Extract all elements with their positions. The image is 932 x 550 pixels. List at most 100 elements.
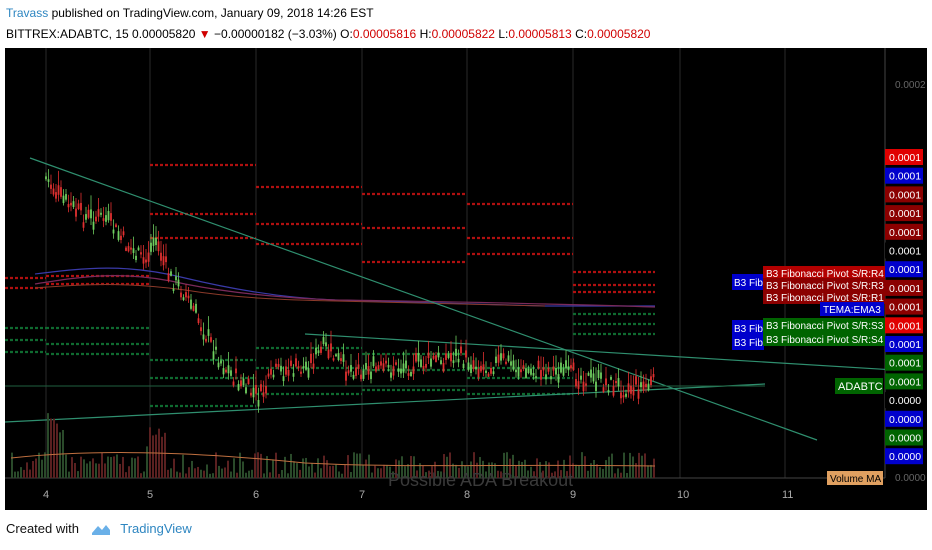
candle-body: [332, 358, 335, 361]
candle-body: [612, 386, 615, 396]
indicator-label: [763, 266, 885, 280]
volume-bar: [86, 463, 88, 478]
candle-body: [425, 363, 427, 368]
candle-body: [115, 224, 117, 228]
candle-body: [132, 248, 135, 253]
tradingview-brand-link[interactable]: TradingView: [120, 521, 192, 536]
candle-body: [630, 385, 632, 394]
candle-body: [217, 362, 220, 368]
volume-bar: [125, 472, 127, 478]
candle-body: [80, 202, 82, 211]
candle-body: [390, 372, 392, 378]
price-chart[interactable]: Possible ADA Breakout 0.0002 0.0000 0.00…: [4, 48, 927, 510]
volume-bar: [197, 466, 199, 478]
volume-bars: [10, 413, 656, 478]
trend-lines: [4, 157, 896, 441]
candle-body: [120, 235, 122, 241]
candle-body: [447, 354, 450, 358]
price-label-text: 0.0001: [889, 152, 921, 164]
blue-tag-text-1: B3 Fib: [734, 278, 763, 289]
candle-body: [530, 368, 532, 375]
candle-body: [320, 346, 322, 353]
volume-bar: [407, 464, 409, 478]
candle-body: [57, 185, 60, 195]
candle-body: [512, 360, 515, 370]
indicator-label: [763, 290, 885, 304]
candle-body: [350, 365, 352, 372]
price-axis[interactable]: 0.0002 0.0000 0.0001 0.0001 0.0001 0.0001 0.…: [885, 80, 926, 484]
price-label: [885, 186, 923, 203]
candle-body: [177, 279, 180, 287]
volume-bar: [17, 471, 19, 478]
volume-bar: [107, 456, 109, 478]
volume-bar: [251, 469, 253, 478]
volume-bar: [641, 455, 643, 478]
volume-bar: [446, 456, 448, 478]
candle-body: [122, 231, 125, 236]
candle-body: [317, 350, 320, 354]
volume-bar: [131, 457, 133, 478]
volume-bar: [359, 453, 361, 478]
candle-body: [157, 241, 160, 252]
candle-body: [422, 365, 425, 369]
candle-body: [495, 356, 497, 363]
volume-bar: [542, 470, 544, 478]
candle-body: [242, 378, 245, 386]
candle-body: [427, 352, 430, 359]
price-label: [885, 149, 923, 165]
candle-body: [475, 366, 477, 370]
candle-body: [385, 360, 387, 364]
candle-body: [75, 208, 77, 217]
candle-body: [432, 355, 435, 359]
volume-ma-tag: [827, 471, 883, 485]
price-label: [885, 392, 923, 409]
candle-body: [405, 360, 407, 369]
volume-bar: [11, 452, 13, 478]
candle-body: [380, 361, 382, 366]
volume-bar: [434, 461, 436, 478]
candle-body: [240, 380, 242, 387]
candle-body: [395, 362, 397, 365]
candle-body: [617, 378, 620, 387]
candle-body: [265, 385, 267, 394]
volume-bar: [47, 413, 49, 478]
open-value: 0.00005816: [352, 27, 417, 41]
volume-bar: [230, 471, 232, 478]
candle-body: [285, 366, 287, 375]
candle-body: [267, 373, 270, 377]
candle-body: [340, 358, 342, 361]
volume-bar: [284, 456, 286, 478]
price-label-text: 0.0001: [889, 246, 921, 258]
volume-bar: [578, 465, 580, 478]
candle-body: [227, 365, 230, 374]
candle-body: [105, 215, 107, 222]
candle-body: [292, 373, 295, 377]
candle-body: [502, 353, 505, 359]
candle-body: [45, 176, 47, 180]
indicator-label-text: B3 Fibonacci Pivot S/R:S4: [766, 335, 884, 346]
price-label: [885, 448, 923, 465]
volume-bar: [203, 470, 205, 478]
candle-body: [457, 358, 460, 363]
candle-body: [147, 252, 150, 262]
time-axis[interactable]: 4 5 6 7 8 9 10 11: [43, 489, 793, 501]
candle-body: [342, 354, 345, 362]
volume-bar: [440, 471, 442, 478]
candle-body: [302, 366, 305, 369]
volume-bar: [362, 464, 364, 478]
volume-bar: [317, 458, 319, 478]
author-link[interactable]: Travass: [6, 6, 49, 20]
candle-body: [412, 366, 415, 374]
chart-panel[interactable]: Possible ADA Breakout 0.0002 0.0000 0.00…: [4, 48, 927, 510]
candle-body: [500, 353, 502, 361]
candle-body: [300, 371, 302, 374]
candle-body: [200, 327, 202, 332]
volume-bar: [512, 454, 514, 478]
candle-body: [62, 195, 65, 204]
candle-body: [172, 288, 175, 291]
candle-body: [190, 299, 192, 309]
candle-body: [537, 360, 540, 369]
y-tick-bottom: 0.0000: [895, 473, 926, 484]
volume-bar: [23, 469, 25, 478]
candle-body: [237, 383, 240, 391]
